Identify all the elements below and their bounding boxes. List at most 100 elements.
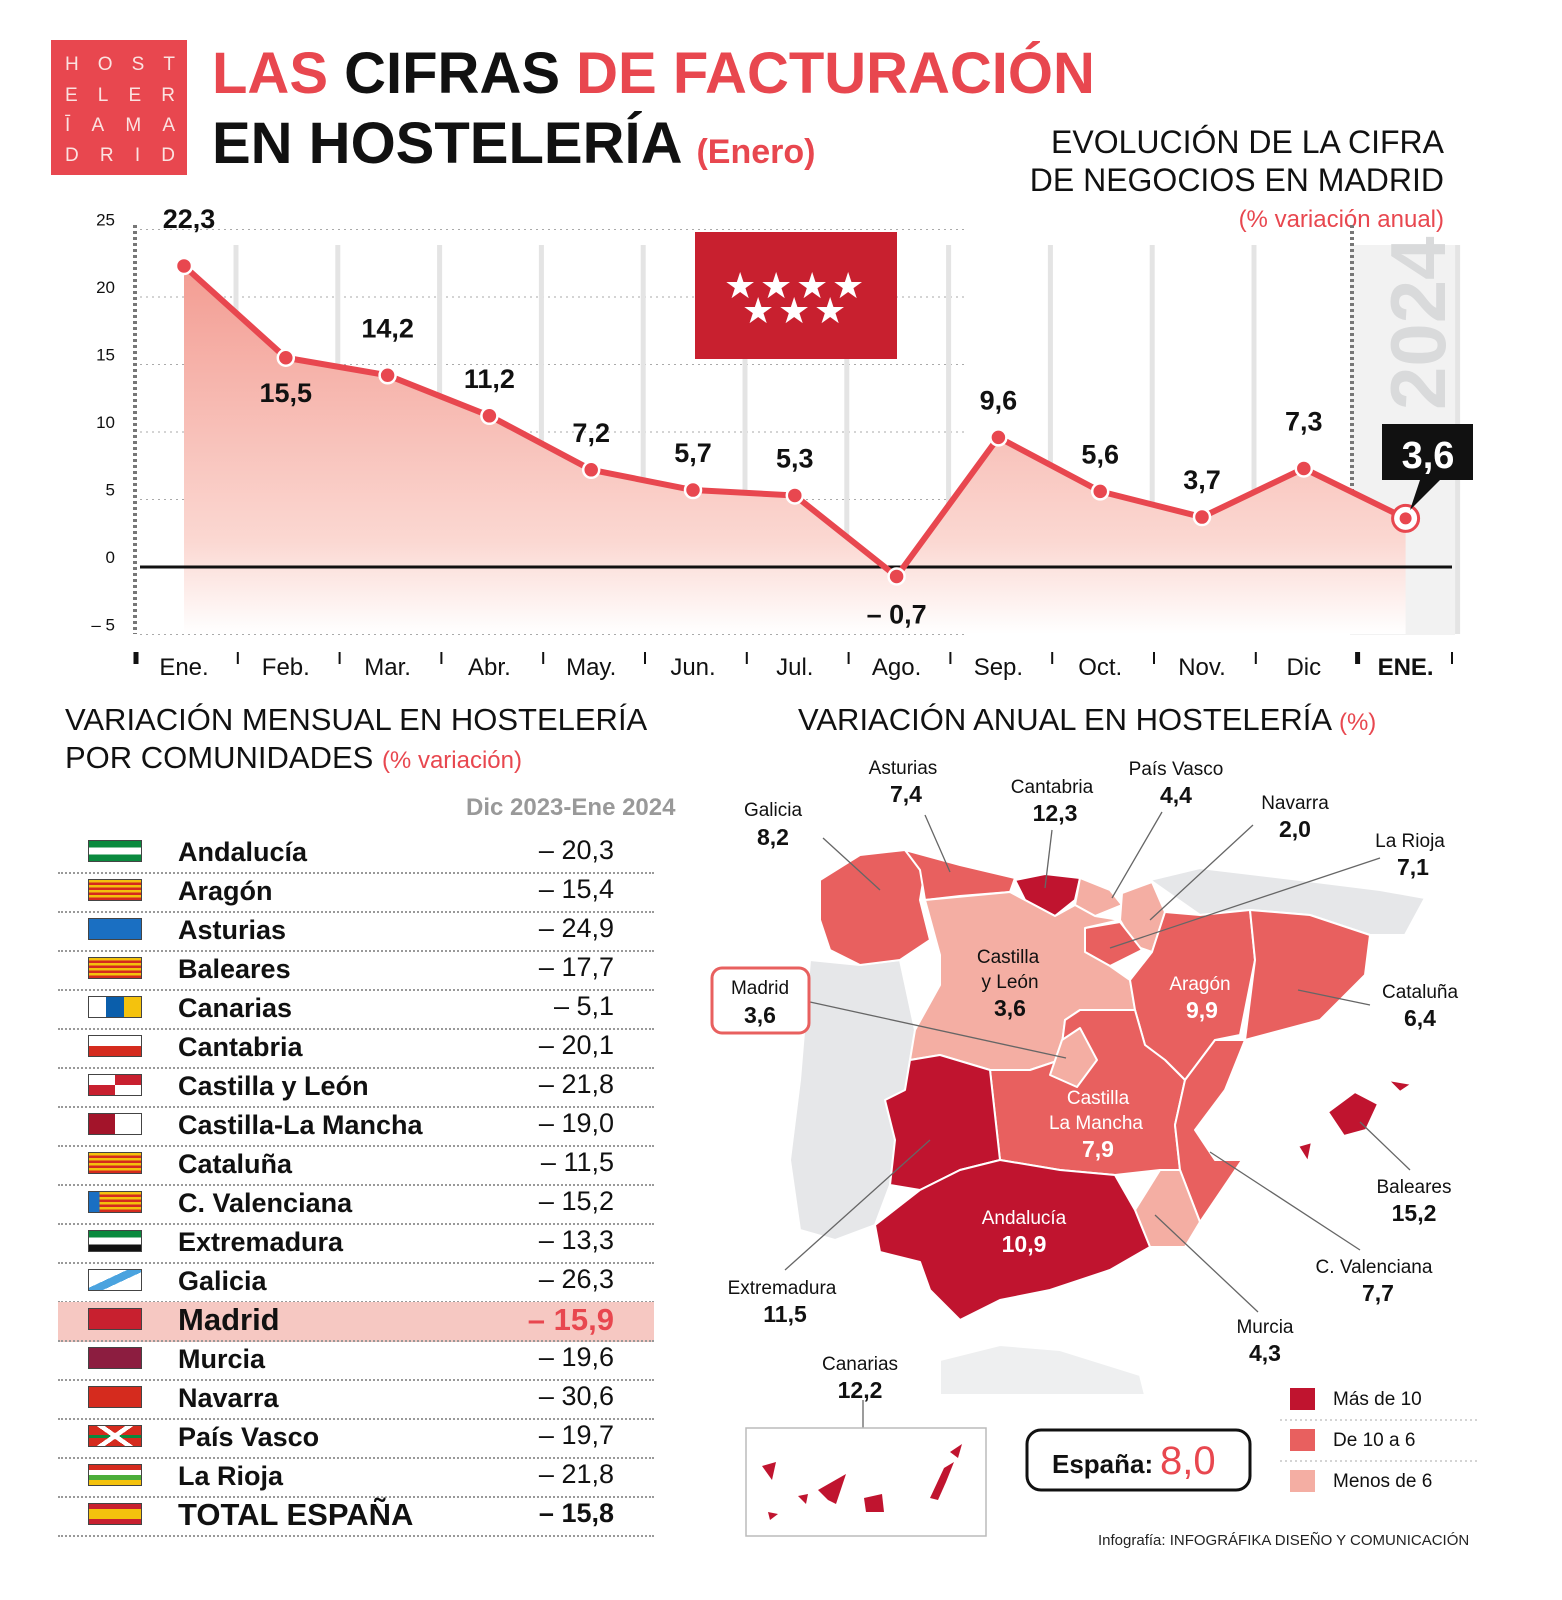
x-tick-label: Abr. [468, 654, 511, 681]
svg-text:Más de 10: Más de 10 [1333, 1389, 1422, 1410]
table-row: Cataluña – 11,5 [58, 1146, 654, 1186]
svg-text:Castilla: Castilla [1067, 1088, 1130, 1109]
svg-text:Baleares: Baleares [1377, 1177, 1452, 1198]
x-tick-label: Jul. [776, 654, 813, 681]
svg-text:★: ★ [760, 265, 792, 306]
community-name: Cataluña [178, 1149, 293, 1179]
flag-icon-baleares [88, 957, 142, 979]
madrid-flag [695, 232, 897, 359]
region-clm [989, 1009, 1186, 1176]
community-name: Murcia [178, 1344, 266, 1374]
community-name: Baleares [178, 954, 291, 984]
x-tick-label: Jun. [670, 654, 715, 681]
data-label: – 0,7 [867, 599, 927, 629]
madrid-callout [710, 966, 811, 1035]
svg-text:Menos de 6: Menos de 6 [1333, 1471, 1432, 1492]
community-name: La Rioja [178, 1461, 284, 1491]
svg-text:España:: España: [1052, 1449, 1153, 1479]
community-value: – 5,1 [553, 991, 614, 1021]
data-label: 3,7 [1183, 465, 1221, 495]
data-point [276, 348, 296, 367]
flag-icon-extremadura [88, 1230, 142, 1252]
flag-icon-cyl [88, 1074, 142, 1096]
region-andalucia [874, 1159, 1151, 1321]
table-row: Castilla y León – 21,8 [58, 1068, 654, 1108]
svg-text:Galicia: Galicia [744, 800, 803, 821]
svg-text:y León: y León [981, 972, 1038, 993]
legend-swatch-low [1290, 1470, 1315, 1492]
svg-text:10,9: 10,9 [1002, 1231, 1047, 1257]
svg-text:8,2: 8,2 [757, 824, 789, 850]
flag-icon-madrid [88, 1308, 142, 1330]
svg-text:Extremadura: Extremadura [728, 1278, 837, 1299]
chart-title-line2: DE NEGOCIOS EN MADRID [1029, 162, 1444, 198]
flag-icon-galicia [88, 1269, 142, 1291]
region-navarra [1119, 881, 1166, 953]
data-point-current-dot [1399, 512, 1412, 525]
data-label: 9,6 [980, 385, 1018, 415]
madrid-flag-stars: ★ ★ ★ ★ ★ ★ ★ [724, 265, 864, 331]
y-tick-label: – 5 [91, 616, 115, 635]
community-value: – 15,8 [538, 1498, 614, 1528]
table-row: Aragón – 15,4 [58, 873, 654, 913]
community-value: – 24,9 [538, 913, 614, 943]
y-tick-label: 15 [96, 346, 115, 365]
table-row: Asturias – 24,9 [58, 912, 654, 952]
x-tick-label: Mar. [364, 654, 411, 681]
data-point [785, 486, 805, 505]
svg-text:12,3: 12,3 [1033, 800, 1078, 826]
svg-text:★: ★ [796, 265, 828, 306]
svg-text:Cantabria: Cantabria [1011, 777, 1094, 798]
community-name: Asturias [178, 915, 287, 945]
data-point [683, 480, 703, 500]
table-row: Murcia – 19,6 [58, 1341, 654, 1381]
region-rioja [1084, 921, 1143, 967]
data-label: 5,3 [776, 443, 814, 473]
svg-text:9,9: 9,9 [1186, 997, 1218, 1023]
annual-title: VARIACIÓN ANUAL EN HOSTELERÍA (%) [798, 702, 1377, 737]
svg-text:8,0: 8,0 [1160, 1439, 1216, 1483]
region-asturias [904, 849, 1016, 901]
data-label: 15,5 [260, 378, 313, 408]
x-tick-label: Sep. [974, 654, 1023, 681]
page-title-line2: EN HOSTELERÍA (Enero) [212, 111, 816, 176]
area-fill [184, 265, 1406, 634]
community-value: – 15,4 [538, 874, 614, 904]
svg-text:C. Valenciana: C. Valenciana [1316, 1257, 1433, 1278]
data-label: 11,2 [464, 364, 515, 394]
table-row: Andalucía – 20,3 [58, 834, 654, 874]
data-point [1294, 459, 1314, 478]
flag-icon-asturias [88, 918, 142, 940]
svg-text:De 10 a 6: De 10 a 6 [1333, 1430, 1415, 1451]
flag-icon-canarias [88, 996, 142, 1018]
community-value: – 21,8 [538, 1459, 614, 1489]
data-label: 5,6 [1081, 439, 1119, 469]
portugal-shape [789, 959, 916, 1241]
community-value: – 30,6 [538, 1381, 614, 1411]
svg-text:3,6: 3,6 [994, 995, 1026, 1021]
svg-text:2,0: 2,0 [1279, 816, 1311, 842]
community-value: – 19,7 [538, 1420, 614, 1450]
data-label: 14,2 [361, 313, 414, 343]
svg-text:15,2: 15,2 [1392, 1200, 1437, 1226]
svg-text:12,2: 12,2 [838, 1377, 883, 1403]
svg-text:7,4: 7,4 [890, 781, 922, 807]
svg-text:Navarra: Navarra [1261, 793, 1329, 814]
canarias-inset [745, 1427, 987, 1537]
flag-icon-cataluna [88, 1152, 142, 1174]
svg-text:7,1: 7,1 [1397, 854, 1429, 880]
data-label: 7,2 [572, 418, 610, 448]
svg-text:4,4: 4,4 [1160, 782, 1192, 808]
table-row: Extremadura – 13,3 [58, 1224, 654, 1264]
region-galicia [819, 849, 931, 966]
svg-text:★: ★ [724, 265, 756, 306]
data-point [1090, 482, 1110, 501]
france-shape [1149, 867, 1426, 936]
flag-icon-clm [88, 1113, 142, 1135]
table-row: Galicia – 26,3 [58, 1263, 654, 1303]
column-header: Dic 2023-Ene 2024 [466, 794, 676, 821]
chart-unit: (% variación anual) [1238, 206, 1444, 233]
svg-text:Aragón: Aragón [1169, 974, 1230, 995]
table-row: La Rioja – 21,8 [58, 1458, 654, 1498]
